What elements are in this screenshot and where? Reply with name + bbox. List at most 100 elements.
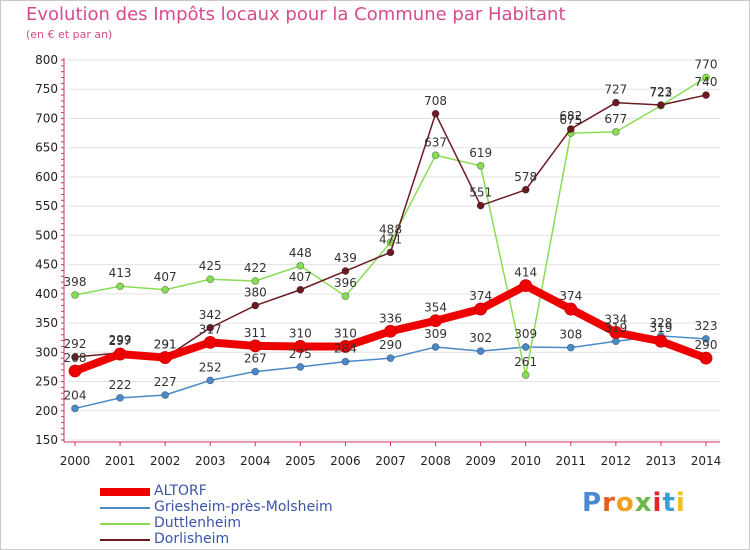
point-griesheim-pres-molsheim-2000 <box>71 404 79 413</box>
y-tick-label-600: 600 <box>35 170 58 184</box>
data-label-griesheim-pres-molsheim-2014: 323 <box>695 319 718 333</box>
point-altorf-2007 <box>384 324 397 338</box>
x-tick-label-2003: 2003 <box>195 454 226 468</box>
legend-swatch-dorlisheim <box>100 539 150 541</box>
data-label-griesheim-pres-molsheim-2006: 284 <box>334 342 357 356</box>
y-tick-label-700: 700 <box>35 111 58 125</box>
point-altorf-2003 <box>203 335 217 349</box>
point-griesheim-pres-molsheim-2004 <box>251 367 260 376</box>
legend-swatch-duttlenheim <box>100 523 150 525</box>
x-tick-label-2006: 2006 <box>330 454 361 468</box>
data-label-altorf-2009: 374 <box>469 289 492 303</box>
point-dorlisheim-2005 <box>296 285 305 294</box>
point-griesheim-pres-molsheim-2002 <box>161 391 170 399</box>
data-label-altorf-2007: 336 <box>379 311 402 325</box>
data-label-duttlenheim-2009: 619 <box>469 146 492 160</box>
point-duttlenheim-2012 <box>611 128 620 136</box>
x-tick-label-2007: 2007 <box>375 454 406 468</box>
x-tick-label-2005: 2005 <box>285 454 316 468</box>
point-dorlisheim-2010 <box>521 185 530 194</box>
legend-item-dorlisheim: Dorlisheim <box>100 531 420 548</box>
point-dorlisheim-2012 <box>611 98 620 107</box>
y-tick-label-450: 450 <box>35 258 58 272</box>
data-label-duttlenheim-2007: 488 <box>379 222 402 236</box>
data-label-griesheim-pres-molsheim-2012: 319 <box>604 321 627 335</box>
point-griesheim-pres-molsheim-2007 <box>386 354 395 363</box>
data-label-altorf-2002: 291 <box>154 338 177 352</box>
chart-title: Evolution des Impôts locaux pour la Comm… <box>26 4 566 25</box>
proxiti-logo: Proxiti <box>582 488 686 518</box>
point-griesheim-pres-molsheim-2008 <box>431 343 440 351</box>
point-altorf-2012 <box>609 326 623 339</box>
point-altorf-2002 <box>158 351 172 364</box>
point-duttlenheim-2000 <box>71 291 79 299</box>
data-label-duttlenheim-2012: 677 <box>604 112 627 126</box>
point-griesheim-pres-molsheim-2014 <box>702 334 710 343</box>
data-label-duttlenheim-2011: 675 <box>559 113 582 127</box>
point-dorlisheim-2007 <box>386 248 395 257</box>
y-tick-label-800: 800 <box>35 53 58 67</box>
data-label-altorf-2008: 354 <box>424 301 447 315</box>
point-griesheim-pres-molsheim-2006 <box>341 357 350 366</box>
point-dorlisheim-2000 <box>71 353 79 361</box>
data-label-dorlisheim-2012: 727 <box>604 83 627 97</box>
data-label-dorlisheim-2013: 723 <box>649 85 672 99</box>
data-label-duttlenheim-2006: 396 <box>334 276 357 290</box>
data-label-duttlenheim-2002: 407 <box>154 270 177 284</box>
point-duttlenheim-2008 <box>431 151 440 160</box>
data-label-dorlisheim-2002: 291 <box>154 338 177 352</box>
data-label-altorf-2006: 310 <box>334 326 357 340</box>
x-tick-label-2001: 2001 <box>105 454 136 468</box>
point-altorf-2009 <box>474 302 488 316</box>
point-altorf-2001 <box>113 347 127 361</box>
data-label-griesheim-pres-molsheim-2005: 275 <box>289 347 312 361</box>
x-tick-label-2009: 2009 <box>465 454 496 468</box>
data-label-duttlenheim-2008: 637 <box>424 135 447 149</box>
point-dorlisheim-2008 <box>431 109 440 118</box>
point-duttlenheim-2004 <box>251 277 260 285</box>
x-tick-label-2010: 2010 <box>510 454 541 468</box>
point-griesheim-pres-molsheim-2005 <box>296 363 305 371</box>
legend-label-altorf: ALTORF <box>154 483 207 499</box>
point-duttlenheim-2010 <box>521 371 530 380</box>
data-label-dorlisheim-2014: 740 <box>695 75 718 89</box>
data-label-griesheim-pres-molsheim-2004: 267 <box>244 352 267 366</box>
data-label-altorf-2001: 297 <box>109 334 132 348</box>
point-dorlisheim-2004 <box>251 301 260 310</box>
data-label-altorf-2014: 290 <box>695 338 718 352</box>
point-griesheim-pres-molsheim-2011 <box>566 343 575 352</box>
data-label-altorf-2005: 310 <box>289 326 312 340</box>
data-label-duttlenheim-2003: 425 <box>199 259 222 273</box>
data-label-dorlisheim-2007: 471 <box>379 232 402 246</box>
data-label-duttlenheim-2005: 448 <box>289 246 312 260</box>
point-griesheim-pres-molsheim-2010 <box>521 343 530 351</box>
legend-label-dorlisheim: Dorlisheim <box>154 531 230 547</box>
point-dorlisheim-2009 <box>476 201 485 210</box>
point-dorlisheim-2011 <box>566 125 575 133</box>
data-label-duttlenheim-2014: 770 <box>695 58 718 72</box>
data-label-griesheim-pres-molsheim-2003: 252 <box>199 360 222 374</box>
legend-swatch-altorf <box>100 488 150 496</box>
legend-item-griesheim: Griesheim-près-Molsheim <box>100 499 420 516</box>
data-label-duttlenheim-2010: 261 <box>514 355 537 369</box>
x-tick-label-2012: 2012 <box>601 454 632 468</box>
data-label-altorf-2011: 374 <box>559 289 582 303</box>
x-tick-label-2004: 2004 <box>240 454 271 468</box>
point-dorlisheim-2006 <box>341 267 350 275</box>
point-altorf-2006 <box>339 340 352 353</box>
point-duttlenheim-2009 <box>476 161 485 170</box>
data-label-altorf-2012: 334 <box>604 312 627 326</box>
data-label-duttlenheim-2000: 398 <box>64 275 87 289</box>
point-griesheim-pres-molsheim-2009 <box>476 347 485 356</box>
point-duttlenheim-2006 <box>341 292 350 301</box>
legend-label-griesheim: Griesheim-près-Molsheim <box>154 499 333 515</box>
x-tick-label-2011: 2011 <box>556 454 587 468</box>
data-label-dorlisheim-2001: 299 <box>109 333 132 347</box>
point-duttlenheim-2002 <box>161 285 170 294</box>
y-tick-label-350: 350 <box>35 316 58 330</box>
data-label-griesheim-pres-molsheim-2009: 302 <box>469 331 492 345</box>
data-label-altorf-2010: 414 <box>514 266 537 280</box>
data-label-dorlisheim-2006: 439 <box>334 251 357 265</box>
y-tick-label-550: 550 <box>35 199 58 213</box>
